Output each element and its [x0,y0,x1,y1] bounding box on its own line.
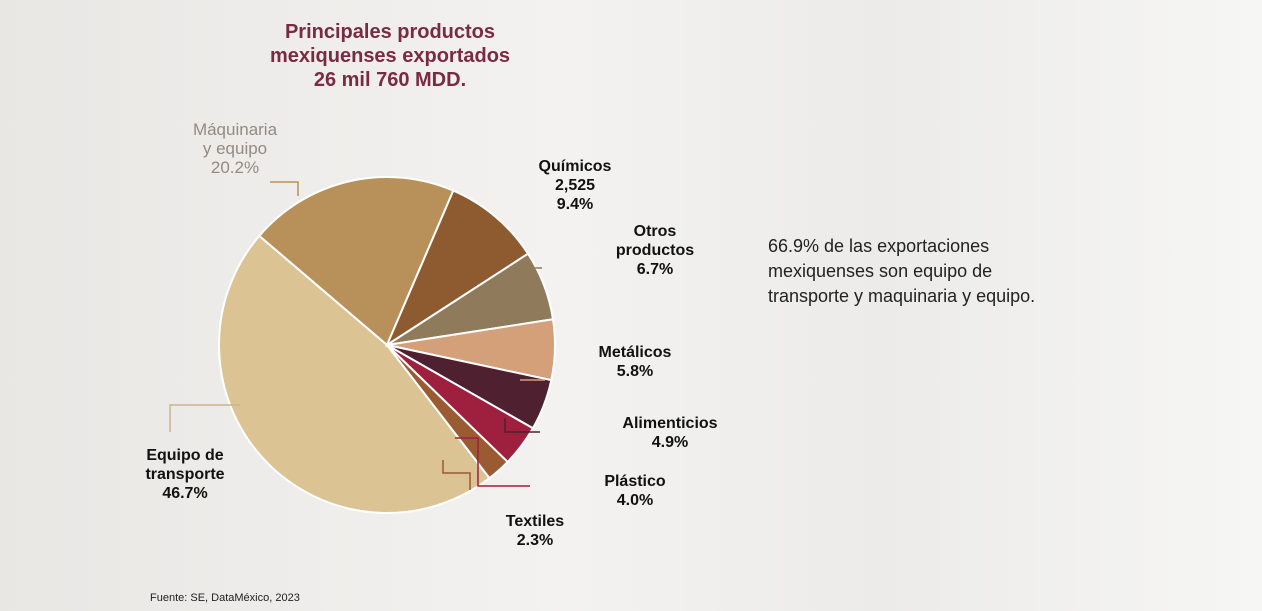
category-label: Equipo de transporte [145,447,225,483]
amount-label: 2,525 [554,177,596,194]
value-label: 6.7% [636,261,674,278]
value-label: 46.7% [162,485,208,502]
leader-lines [169,181,545,490]
value-label: 4.9% [651,434,689,451]
source: Fuente: SE, DataMéxico, 2023 [150,592,300,604]
slice-label: Metálicos 5.8% [580,343,690,381]
category-label: Máquinaria y equipo [192,120,278,158]
pie-slice [384,189,530,348]
chart-title: Principales productos mexiquenses export… [269,21,511,91]
slice-label: Químicos 2,525 9.4% [520,157,630,214]
category-label: Otros productos [615,223,695,259]
slice-label: Textiles 2.3% [480,512,590,550]
category-label: Alimenticios [622,415,718,432]
pie-slice [218,234,491,514]
slice-label: Plástico 4.0% [580,472,690,510]
category-label: Metálicos [598,344,672,361]
slice-label: Otros productos 6.7% [600,222,710,279]
slice-label: Máquinaria y equipo 20.2% [170,120,300,177]
value-label: 5.8% [616,363,654,380]
value-label: 2.3% [516,532,554,549]
slice-label: Alimenticios 4.9% [605,414,735,452]
category-label: Químicos [538,158,612,175]
value-label: 20.2% [210,158,260,177]
category-label: Textiles [505,513,565,530]
category-label: Plástico [604,473,666,490]
value-label: 4.0% [616,492,654,509]
slice-label: Equipo de transporte 46.7% [120,446,250,503]
value-label: 9.4% [556,196,594,213]
note: 66.9% de las exportaciones mexiquenses s… [768,236,1036,306]
